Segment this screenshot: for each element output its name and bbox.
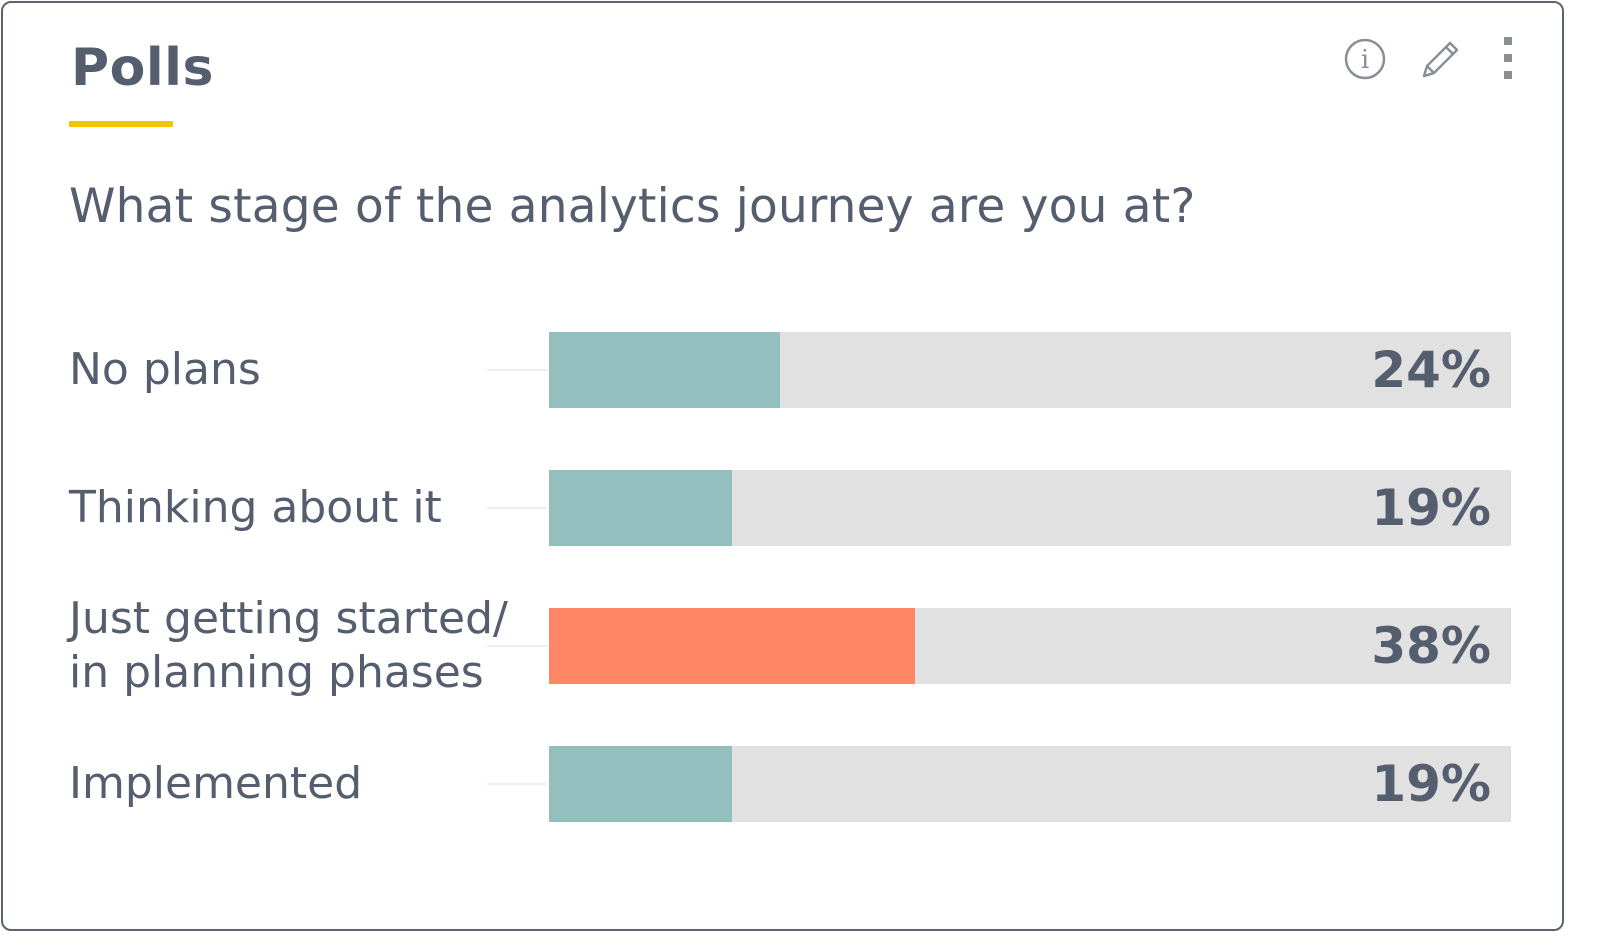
svg-text:i: i xyxy=(1361,45,1369,75)
bar xyxy=(549,746,732,822)
bar-track: 19% xyxy=(549,470,1511,546)
bar xyxy=(549,470,732,546)
pencil-icon[interactable] xyxy=(1417,35,1465,83)
option-connector xyxy=(487,369,547,371)
bar xyxy=(549,608,915,684)
bar-track: 19% xyxy=(549,746,1511,822)
poll-question: What stage of the analytics journey are … xyxy=(69,179,1196,234)
bar-track: 24% xyxy=(549,332,1511,408)
option-connector xyxy=(487,507,547,509)
bar-value-label: 38% xyxy=(1371,617,1491,675)
bar-value-label: 19% xyxy=(1371,755,1491,813)
widget-title: Polls xyxy=(71,38,214,98)
option-label: Thinking about it xyxy=(69,482,442,533)
info-icon[interactable]: i xyxy=(1341,35,1389,83)
bar-value-label: 24% xyxy=(1371,341,1491,399)
option-connector xyxy=(487,783,547,785)
bar-track: 38% xyxy=(549,608,1511,684)
title-underline xyxy=(69,121,173,127)
polls-card: Polls i What stage of the analytics jour… xyxy=(1,1,1564,931)
bar xyxy=(549,332,780,408)
option-label: No plans xyxy=(69,344,261,395)
bar-value-label: 19% xyxy=(1371,479,1491,537)
option-connector xyxy=(487,645,547,647)
option-label: Implemented xyxy=(69,758,363,809)
poll-results-chart: No plans 24% Thinking about it 19% Just gett… xyxy=(3,3,1566,933)
kebab-menu-icon[interactable] xyxy=(1499,33,1519,85)
option-label: Just getting started/ in planning phases xyxy=(69,593,508,698)
